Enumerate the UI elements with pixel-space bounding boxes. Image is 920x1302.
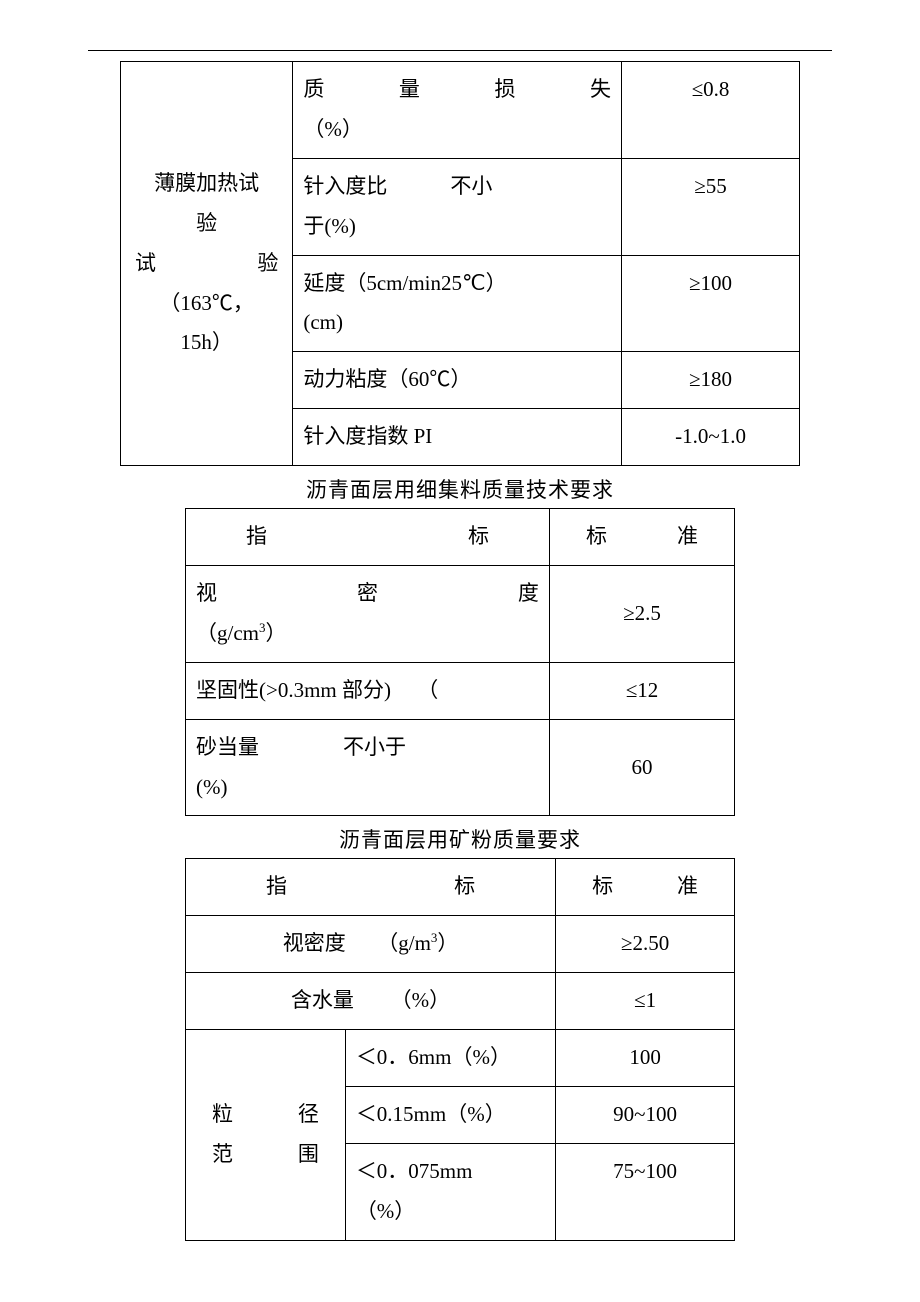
param-cell: 延度（5cm/min25℃）(cm): [293, 255, 622, 352]
header-cell: 标 准: [549, 509, 734, 566]
header-cell: 指 标: [186, 859, 556, 916]
label-line: 试 验: [131, 244, 282, 284]
header-cell: 指 标: [186, 509, 550, 566]
param-cell: 含水量 （%）: [186, 973, 556, 1030]
table-mineral-powder: 指 标 标 准 视密度 （g/m3） ≥2.50 含水量 （%） ≤1: [185, 858, 735, 1240]
value-cell: ≤1: [556, 973, 735, 1030]
table-thin-film-heating: 薄膜加热试 验 试 验 （163℃， 15h） 质量损失（%） ≤0.8 针入度…: [120, 61, 800, 466]
table-row: 含水量 （%） ≤1: [186, 973, 735, 1030]
value-cell: 100: [556, 1030, 735, 1087]
value-cell: -1.0~1.0: [622, 409, 800, 466]
param-cell: ＜0.15mm（%）: [345, 1087, 555, 1144]
label-line: 薄膜加热试: [131, 164, 282, 204]
top-divider: [88, 50, 832, 51]
param-cell: 视密度 （g/m3）: [186, 916, 556, 973]
value-cell: ≥2.5: [549, 566, 734, 663]
label-line: 15h）: [131, 323, 282, 363]
param-cell: 质量损失（%）: [293, 62, 622, 159]
value-cell: ≤0.8: [622, 62, 800, 159]
row-group-label: 粒 径 范 围: [186, 1030, 346, 1241]
value-cell: ≤12: [549, 662, 734, 719]
table-row: 视密度 （g/m3） ≥2.50: [186, 916, 735, 973]
param-cell: ＜0．6mm（%）: [345, 1030, 555, 1087]
table-row: 粒 径 范 围 ＜0．6mm（%） 100: [186, 1030, 735, 1087]
table-caption: 沥青面层用细集料质量技术要求: [88, 474, 832, 504]
param-cell: 动力粘度（60℃）: [293, 352, 622, 409]
value-cell: 75~100: [556, 1143, 735, 1240]
value-cell: ≥180: [622, 352, 800, 409]
table-header-row: 指 标 标 准: [186, 509, 735, 566]
value-cell: ≥2.50: [556, 916, 735, 973]
header-cell: 标 准: [556, 859, 735, 916]
table-row: 薄膜加热试 验 试 验 （163℃， 15h） 质量损失（%） ≤0.8: [121, 62, 800, 159]
table-row: 坚固性(>0.3mm 部分) （ ≤12: [186, 662, 735, 719]
value-cell: ≥55: [622, 158, 800, 255]
param-cell: ＜0．075mm（%）: [345, 1143, 555, 1240]
label-line: （163℃，: [131, 284, 282, 324]
value-cell: ≥100: [622, 255, 800, 352]
label-line: 验: [131, 204, 282, 244]
value-cell: 90~100: [556, 1087, 735, 1144]
table-caption: 沥青面层用矿粉质量要求: [88, 824, 832, 854]
table-row: 砂当量 不小于(%) 60: [186, 719, 735, 816]
table-row: 视密度（g/cm3） ≥2.5: [186, 566, 735, 663]
param-cell: 视密度（g/cm3）: [186, 566, 550, 663]
row-group-label: 薄膜加热试 验 试 验 （163℃， 15h）: [121, 62, 293, 466]
table-header-row: 指 标 标 准: [186, 859, 735, 916]
param-cell: 针入度比 不小于(%): [293, 158, 622, 255]
param-cell: 砂当量 不小于(%): [186, 719, 550, 816]
value-cell: 60: [549, 719, 734, 816]
param-cell: 坚固性(>0.3mm 部分) （: [186, 662, 550, 719]
param-cell: 针入度指数 PI: [293, 409, 622, 466]
table-fine-aggregate: 指 标 标 准 视密度（g/cm3） ≥2.5 坚固性(>0.3mm 部分) （…: [185, 508, 735, 816]
